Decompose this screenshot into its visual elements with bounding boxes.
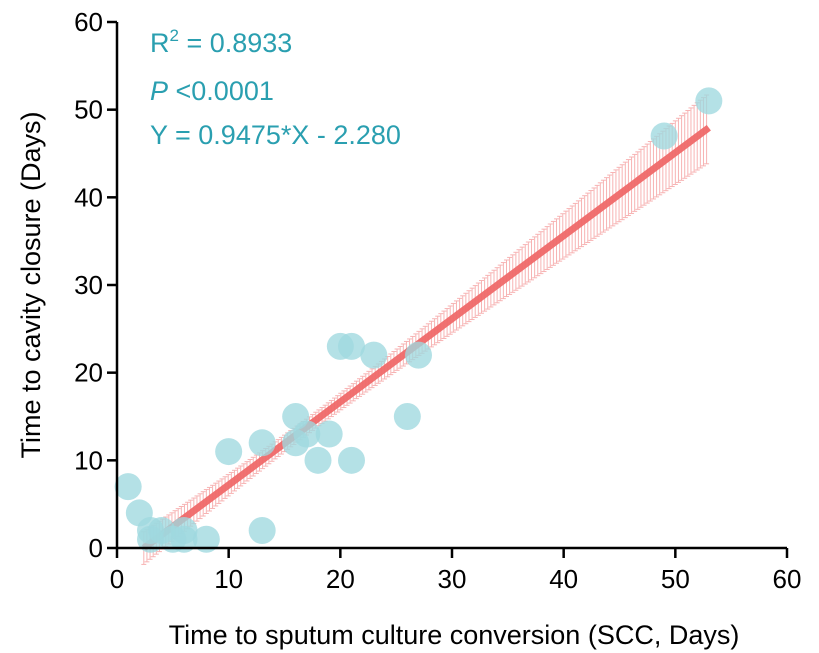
data-point — [170, 516, 198, 544]
y-tick-label: 60 — [74, 7, 103, 37]
data-point — [360, 341, 388, 369]
data-point — [114, 473, 142, 501]
data-point — [695, 87, 723, 115]
y-axis-title: Time to cavity closure (Days) — [16, 111, 46, 458]
x-tick-label: 40 — [549, 564, 578, 594]
r-squared-label: R2 = 0.8933 — [150, 26, 292, 58]
data-points-layer — [114, 87, 723, 553]
data-point — [315, 420, 343, 448]
regression-line — [141, 124, 711, 551]
x-tick-label: 0 — [110, 564, 124, 594]
data-point — [650, 122, 678, 150]
x-tick-label: 20 — [326, 564, 355, 594]
data-point — [192, 525, 220, 553]
data-point — [248, 429, 276, 457]
x-tick-label: 30 — [438, 564, 467, 594]
regression-equation: Y = 0.9475*X - 2.280 — [150, 120, 401, 150]
x-axis-title: Time to sputum culture conversion (SCC, … — [169, 620, 740, 650]
x-axis-ticks: 0 10 20 30 40 50 60 — [110, 548, 802, 594]
data-point — [405, 341, 432, 369]
y-tick-label: 30 — [74, 270, 103, 300]
y-tick-label: 0 — [89, 533, 103, 563]
data-point — [304, 446, 332, 474]
regression-line-layer — [141, 124, 711, 551]
y-tick-label: 10 — [74, 445, 103, 475]
x-tick-label: 10 — [214, 564, 243, 594]
data-point — [215, 438, 243, 466]
data-point — [393, 403, 421, 430]
y-tick-label: 20 — [74, 358, 103, 388]
data-point — [338, 332, 365, 360]
data-point — [248, 516, 276, 544]
confidence-band-layer — [141, 94, 710, 565]
y-tick-label: 40 — [74, 182, 103, 212]
p-value-label: P <0.0001 — [150, 76, 274, 106]
x-tick-label: 50 — [661, 564, 690, 594]
y-tick-label: 50 — [74, 95, 103, 125]
x-tick-label: 60 — [773, 564, 802, 594]
stats-annotation: R2 = 0.8933 P <0.0001 Y = 0.9475*X - 2.2… — [150, 26, 401, 150]
y-axis-ticks: 0 10 20 30 40 50 60 — [74, 7, 117, 563]
data-point — [293, 420, 321, 448]
data-point — [338, 446, 365, 474]
